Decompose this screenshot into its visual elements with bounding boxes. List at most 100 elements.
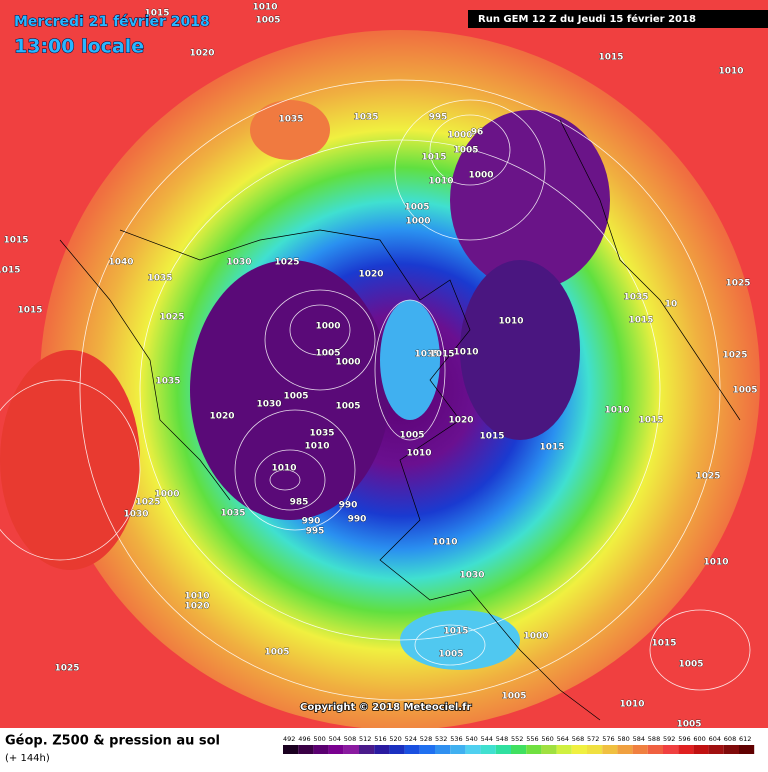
scale-label: 496 — [298, 735, 310, 743]
scale-swatch — [587, 745, 603, 754]
isobar-label: 985 — [290, 498, 309, 508]
isobar-label: 1005 — [255, 16, 280, 26]
copyright: Copyright © 2018 Meteociel.fr — [300, 702, 471, 713]
isobar-label: 1020 — [189, 49, 214, 59]
isobar-label: 1035 — [623, 293, 648, 303]
isobar-label: 1015 — [479, 432, 504, 442]
scale-swatch — [647, 745, 663, 754]
isobar-label: 1010 — [406, 449, 431, 459]
isobar-label: 1025 — [695, 472, 720, 482]
scale-label: 548 — [496, 735, 508, 743]
footer-title: Géop. Z500 & pression au sol — [5, 734, 220, 749]
isobar-label: 1005 — [453, 146, 478, 156]
scale-swatch — [739, 745, 755, 754]
run-info: Run GEM 12 Z du Jeudi 15 février 2018 — [478, 13, 696, 25]
lead-time: (+ 144h) — [5, 753, 50, 764]
scale-swatch — [495, 745, 511, 754]
isobar-label: 1025 — [725, 279, 750, 289]
isobar-label: 990 — [302, 517, 321, 527]
scale-label: 576 — [602, 735, 614, 743]
isobar-label: 1000 — [447, 131, 472, 141]
scale-swatch — [480, 745, 496, 754]
isobar-label: 1025 — [135, 498, 160, 508]
scale-swatch — [526, 745, 542, 754]
scale-swatch — [465, 745, 481, 754]
isobar-label: 1035 — [220, 509, 245, 519]
isobar-label: 1035 — [353, 113, 378, 123]
isobar-label: 1010 — [453, 348, 478, 358]
isobar-label: 1020 — [209, 412, 234, 422]
isobar-label: 990 — [348, 515, 367, 525]
isobar-label: 1030 — [256, 400, 281, 410]
isobar-label: 1015 — [443, 627, 468, 637]
isobar-label: 1025 — [274, 258, 299, 268]
isobar-label: 1030 — [123, 510, 148, 520]
scale-label: 520 — [389, 735, 401, 743]
isobar-label: 1015 — [3, 236, 28, 246]
isobar-label: 1015 — [144, 9, 169, 19]
isobar-label: 1005 — [678, 660, 703, 670]
scale-swatch — [571, 745, 587, 754]
scale-label: 536 — [450, 735, 462, 743]
isobar-label: 1015 — [651, 639, 676, 649]
scale-swatch — [435, 745, 451, 754]
scale-swatch — [374, 745, 390, 754]
isobar-label: 1020 — [184, 602, 209, 612]
isobar-label: 1015 — [421, 153, 446, 163]
scale-label: 492 — [283, 735, 295, 743]
isobar-label: 1005 — [501, 692, 526, 702]
scale-swatch — [328, 745, 344, 754]
isobar-label: 1015 — [0, 266, 21, 276]
isobar-label: 1015 — [429, 350, 454, 360]
low-area — [450, 110, 610, 290]
scale-label: 588 — [648, 735, 660, 743]
isobar-label: 1005 — [404, 203, 429, 213]
scale-label: 564 — [557, 735, 569, 743]
isobar-label: 1005 — [438, 650, 463, 660]
isobar-label: 1020 — [358, 270, 383, 280]
scale-label: 612 — [739, 735, 751, 743]
scale-swatch — [359, 745, 375, 754]
isobar-label: 1005 — [283, 392, 308, 402]
isobar-label: 1035 — [147, 274, 172, 284]
low-area — [190, 260, 390, 520]
scale-label: 584 — [633, 735, 645, 743]
isobar-label: 1005 — [676, 720, 701, 730]
scale-label: 528 — [420, 735, 432, 743]
ridge-area — [380, 300, 440, 420]
isobar-label: 1015 — [17, 306, 42, 316]
scale-swatch — [283, 745, 299, 754]
isobar-label: 1015 — [628, 316, 653, 326]
isobar-label: 1015 — [638, 416, 663, 426]
isobar-label: 1010 — [619, 700, 644, 710]
scale-label: 596 — [678, 735, 690, 743]
warm-area — [0, 350, 140, 570]
scale-label: 532 — [435, 735, 447, 743]
isobar-label: 1005 — [399, 431, 424, 441]
isobar-label: 1035 — [155, 377, 180, 387]
scale-label: 568 — [572, 735, 584, 743]
isobar-label: 1000 — [405, 217, 430, 227]
isobar-label: 1025 — [722, 351, 747, 361]
scale-swatch — [389, 745, 405, 754]
scale-swatch — [511, 745, 527, 754]
isobar-label: 1005 — [732, 386, 757, 396]
scale-swatch — [298, 745, 314, 754]
isobar-label: 1000 — [468, 171, 493, 181]
isobar-label: 1005 — [264, 648, 289, 658]
isobar-label: 1030 — [459, 571, 484, 581]
isobar-label: 1035 — [414, 350, 439, 360]
local-time: 13:00 locale — [14, 36, 144, 58]
isobar-label: 1010 — [184, 592, 209, 602]
scale-swatch — [678, 745, 694, 754]
isobar-label: 1000 — [154, 490, 179, 500]
isobar-label: 1035 — [278, 115, 303, 125]
isobar-label: 1035 — [309, 429, 334, 439]
isobar-label: 1040 — [108, 258, 133, 268]
scale-swatch — [541, 745, 557, 754]
isobar-label: 990 — [339, 501, 358, 511]
scale-swatch — [450, 745, 466, 754]
scale-swatch — [343, 745, 359, 754]
isobar-label: 995 — [429, 113, 448, 123]
